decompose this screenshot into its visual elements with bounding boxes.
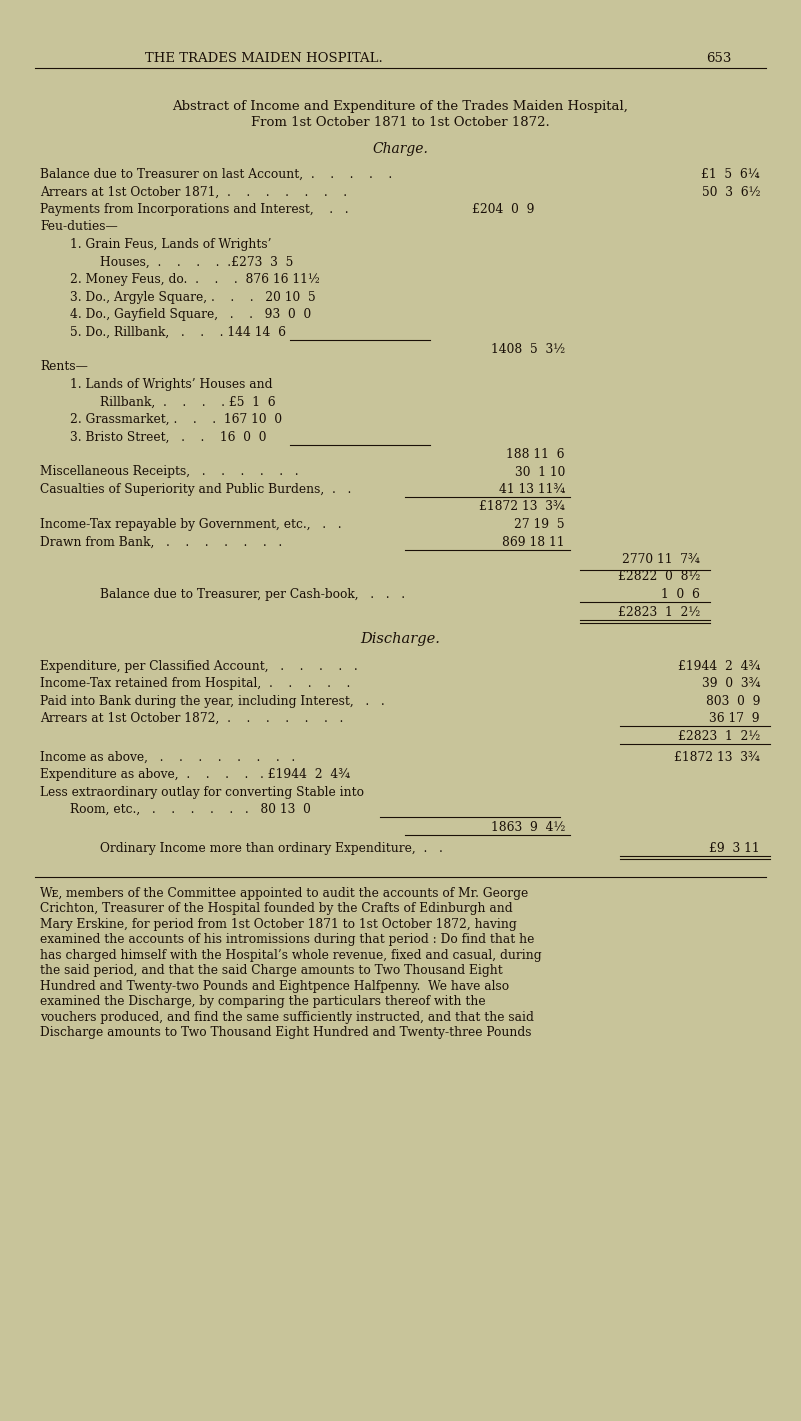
Text: Hundred and Twenty-two Pounds and Eightpence Halfpenny.  We have also: Hundred and Twenty-two Pounds and Eightp… [40,979,509,993]
Text: Balance due to Treasurer, per Cash-book,   .   .   .: Balance due to Treasurer, per Cash-book,… [100,588,405,601]
Text: £1944  2  4¾: £1944 2 4¾ [678,659,760,672]
Text: Arrears at 1st October 1872,  .    .    .    .    .    .   .: Arrears at 1st October 1872, . . . . . .… [40,712,344,725]
Text: 41 13 11¾: 41 13 11¾ [499,483,565,496]
Text: 3. Bristo Street,   .    .    16  0  0: 3. Bristo Street, . . 16 0 0 [70,431,267,443]
Text: Balance due to Treasurer on last Account,  .    .    .    .    .: Balance due to Treasurer on last Account… [40,168,392,180]
Text: 1408  5  3½: 1408 5 3½ [491,342,565,357]
Text: £204  0  9: £204 0 9 [473,203,535,216]
Text: Miscellaneous Receipts,   .    .    .    .    .   .: Miscellaneous Receipts, . . . . . . [40,466,299,479]
Text: 3. Do., Argyle Square, .    .    .   20 10  5: 3. Do., Argyle Square, . . . 20 10 5 [70,290,316,304]
Text: THE TRADES MAIDEN HOSPITAL.: THE TRADES MAIDEN HOSPITAL. [145,53,383,65]
Text: £1  5  6¼: £1 5 6¼ [702,168,760,180]
Text: £1872 13  3¾: £1872 13 3¾ [674,750,760,763]
Text: Expenditure as above,  .    .    .    .   . £1944  2  4¾: Expenditure as above, . . . . . £1944 2 … [40,769,350,782]
Text: the said period, and that the said Charge amounts to Two Thousand Eight: the said period, and that the said Charg… [40,965,503,978]
Text: Expenditure, per Classified Account,   .    .    .    .   .: Expenditure, per Classified Account, . .… [40,659,358,672]
Text: £2823  1  2½: £2823 1 2½ [618,605,700,618]
Text: 869 18 11: 869 18 11 [502,536,565,549]
Text: Houses,  .    .    .    .  .£273  3  5: Houses, . . . . .£273 3 5 [100,256,293,269]
Text: Wᴇ,: Wᴇ, [40,887,63,899]
Text: examined the Discharge, by comparing the particulars thereof with the: examined the Discharge, by comparing the… [40,995,485,1009]
Text: Discharge amounts to Two Thousand Eight Hundred and Twenty-three Pounds: Discharge amounts to Two Thousand Eight … [40,1026,532,1039]
Text: 803  0  9: 803 0 9 [706,695,760,708]
Text: Rillbank,  .    .    .    . £5  1  6: Rillbank, . . . . £5 1 6 [100,395,276,408]
Text: Abstract of Income and Expenditure of the Trades Maiden Hospital,: Abstract of Income and Expenditure of th… [172,99,628,114]
Text: 27 19  5: 27 19 5 [514,519,565,531]
Text: 1. Grain Feus, Lands of Wrights’: 1. Grain Feus, Lands of Wrights’ [70,237,272,252]
Text: Income-Tax retained from Hospital,  .    .    .    .    .: Income-Tax retained from Hospital, . . .… [40,678,350,691]
Text: 2. Grassmarket, .    .    .  167 10  0: 2. Grassmarket, . . . 167 10 0 [70,414,282,426]
Text: Payments from Incorporations and Interest,    .   .: Payments from Incorporations and Interes… [40,203,348,216]
Text: Income-Tax repayable by Government, etc.,   .   .: Income-Tax repayable by Government, etc.… [40,519,341,531]
Text: 1  0  6: 1 0 6 [661,588,700,601]
Text: 1863  9  4½: 1863 9 4½ [491,821,565,834]
Text: vouchers produced, and find the same sufficiently instructed, and that the said: vouchers produced, and find the same suf… [40,1010,534,1023]
Text: Casualties of Superiority and Public Burdens,  .   .: Casualties of Superiority and Public Bur… [40,483,352,496]
Text: Discharge.: Discharge. [360,632,440,645]
Text: Ordinary Income more than ordinary Expenditure,  .   .: Ordinary Income more than ordinary Expen… [100,841,443,855]
Text: Mary Erskine, for period from 1st October 1871 to 1st October 1872, having: Mary Erskine, for period from 1st Octobe… [40,918,517,931]
Text: £2822  0  8½: £2822 0 8½ [618,570,700,584]
Text: 653: 653 [706,53,731,65]
Text: 2770 11  7¾: 2770 11 7¾ [622,553,700,566]
Text: 39  0  3¾: 39 0 3¾ [702,678,760,691]
Text: 2. Money Feus, do.  .    .    .  876 16 11½: 2. Money Feus, do. . . . 876 16 11½ [70,273,320,286]
Text: members of the Committee appointed to audit the accounts of Mr. George: members of the Committee appointed to au… [62,887,528,899]
Text: £1872 13  3¾: £1872 13 3¾ [479,500,565,513]
Text: Rents—: Rents— [40,361,88,374]
Text: £9  3 11: £9 3 11 [710,841,760,855]
Text: Paid into Bank during the year, including Interest,   .   .: Paid into Bank during the year, includin… [40,695,384,708]
Text: examined the accounts of his intromissions during that period : Do find that he: examined the accounts of his intromissio… [40,934,534,946]
Text: Less extraordinary outlay for converting Stable into: Less extraordinary outlay for converting… [40,786,364,799]
Text: Drawn from Bank,   .    .    .    .    .    .   .: Drawn from Bank, . . . . . . . [40,536,282,549]
Text: Feu-duties—: Feu-duties— [40,220,118,233]
Text: 1. Lands of Wrights’ Houses and: 1. Lands of Wrights’ Houses and [70,378,272,391]
Text: has charged himself with the Hospital’s whole revenue, fixed and casual, during: has charged himself with the Hospital’s … [40,949,541,962]
Text: 36 17  9: 36 17 9 [710,712,760,725]
Text: 4. Do., Gayfield Square,   .    .   93  0  0: 4. Do., Gayfield Square, . . 93 0 0 [70,308,312,321]
Text: Room, etc.,   .    .    .    .    .   .   80 13  0: Room, etc., . . . . . . 80 13 0 [70,803,311,816]
Text: £2823  1  2½: £2823 1 2½ [678,730,760,743]
Text: 30  1 10: 30 1 10 [514,466,565,479]
Text: Arrears at 1st October 1871,  .    .    .    .    .    .    .: Arrears at 1st October 1871, . . . . . .… [40,186,347,199]
Text: Income as above,   .    .    .    .    .    .    .   .: Income as above, . . . . . . . . [40,750,296,763]
Text: From 1st October 1871 to 1st October 1872.: From 1st October 1871 to 1st October 187… [251,117,549,129]
Text: Crichton, Treasurer of the Hospital founded by the Crafts of Edinburgh and: Crichton, Treasurer of the Hospital foun… [40,902,513,915]
Text: 5. Do., Rillbank,   .    .    . 144 14  6: 5. Do., Rillbank, . . . 144 14 6 [70,325,286,338]
Text: Charge.: Charge. [372,142,428,156]
Text: 50  3  6½: 50 3 6½ [702,186,760,199]
Text: 188 11  6: 188 11 6 [506,448,565,460]
